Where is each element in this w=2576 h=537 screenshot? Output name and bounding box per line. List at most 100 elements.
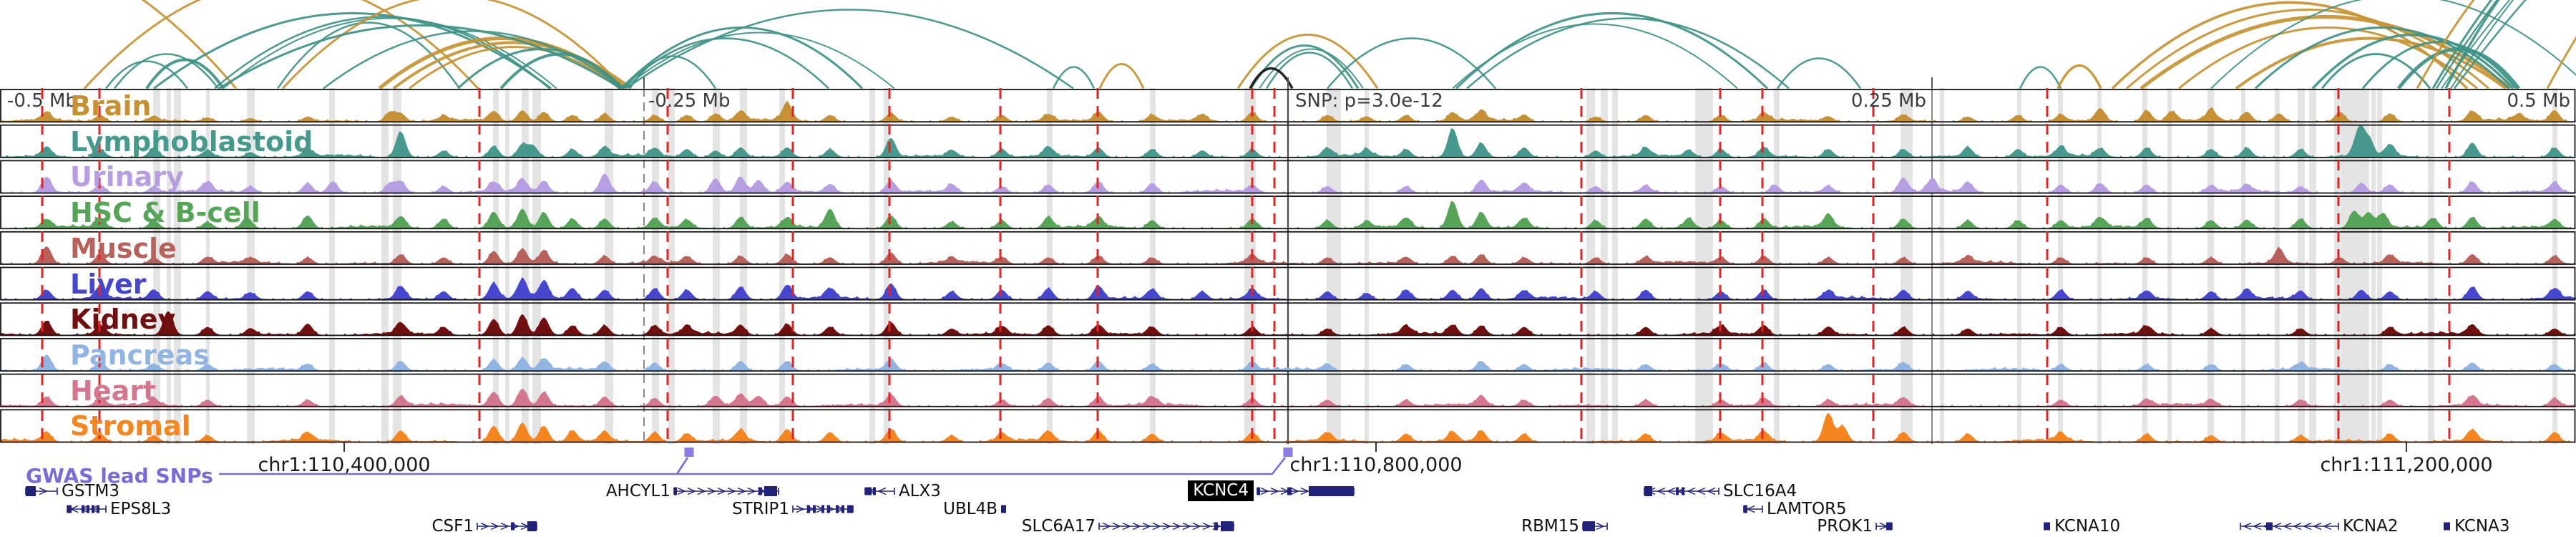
gene-label-LAMTOR5[interactable]: LAMTOR5	[1767, 500, 1847, 518]
track-frame	[0, 160, 2576, 194]
track-frame	[0, 409, 2576, 443]
gene-UBL4B[interactable]	[1001, 505, 1006, 513]
highlight-band	[532, 88, 541, 444]
gene-label-CSF1[interactable]: CSF1	[431, 517, 474, 536]
highlight-band	[713, 88, 720, 444]
track-frame	[0, 195, 2576, 230]
interaction-arc	[2057, 64, 2102, 89]
highlight-band	[2275, 88, 2280, 444]
gwas-track-line	[219, 457, 1287, 475]
gene-label-AHCYL1[interactable]: AHCYL1	[605, 482, 670, 500]
gene-CSF1[interactable]	[477, 521, 537, 531]
lead-snp-stem	[675, 457, 689, 475]
highlight-band	[2241, 88, 2245, 444]
highlight-band	[1601, 88, 1608, 444]
gene-ALX3[interactable]	[864, 487, 895, 495]
interaction-arc	[214, 16, 550, 89]
highlight-band	[2017, 88, 2021, 444]
track-frame	[0, 124, 2576, 158]
gene-label-ALX3[interactable]: ALX3	[899, 482, 941, 500]
signal-kidney	[0, 311, 2576, 336]
highlight-band	[2167, 88, 2172, 444]
highlight-band	[206, 88, 210, 444]
highlight-band	[2552, 88, 2557, 444]
highlight-band	[1901, 88, 1913, 444]
highlight-band	[1365, 88, 1369, 444]
gwas-lead-snps-track-label: GWAS lead SNPs	[26, 464, 213, 488]
gene-KCNC4[interactable]	[1257, 486, 1355, 496]
interaction-arc	[276, 21, 461, 89]
highlight-band	[2298, 88, 2305, 444]
lead-snp-marker[interactable]	[1283, 448, 1293, 457]
gene-KCNA10[interactable]	[2044, 522, 2050, 531]
gene-PROK1[interactable]	[1875, 522, 1893, 531]
gene-label-KCNA2[interactable]: KCNA2	[2343, 517, 2399, 536]
chromatin-interaction-arcs	[83, 0, 2576, 89]
gene-KCNA2[interactable]	[2240, 522, 2339, 531]
ruler-label-plus-quarter: 0.25 Mb	[1850, 90, 1926, 112]
interaction-arc	[153, 12, 552, 89]
interaction-arc	[2019, 66, 2062, 89]
gene-STRIP1[interactable]	[792, 505, 854, 513]
highlight-band	[505, 88, 509, 444]
lead-snp-marker[interactable]	[684, 448, 694, 457]
interaction-arc	[105, 60, 188, 89]
gene-KCNA3[interactable]	[2444, 522, 2450, 531]
gene-label-RBM15[interactable]: RBM15	[1521, 517, 1579, 536]
gene-LAMTOR5[interactable]	[1743, 505, 1763, 513]
highlight-band	[884, 88, 889, 444]
track-frame	[0, 231, 2576, 265]
track-frame	[0, 337, 2576, 372]
interaction-arc	[1259, 48, 1364, 89]
highlight-band	[393, 88, 401, 444]
highlight-band	[1047, 88, 1053, 444]
highlight-band	[493, 88, 499, 444]
highlight-band	[779, 88, 785, 444]
ruler-label-right: 0.5 Mb	[2507, 90, 2570, 112]
interaction-arc	[218, 24, 622, 89]
highlight-band	[167, 88, 171, 444]
gene-AHCYL1[interactable]	[673, 486, 779, 496]
gene-label-GSTM3[interactable]: GSTM3	[62, 482, 119, 500]
interaction-arc	[83, 0, 479, 89]
gene-label-KCNA10[interactable]: KCNA10	[2054, 517, 2121, 536]
coordinate-label: chr1:110,800,000	[1289, 454, 1463, 476]
highlight-band	[1586, 88, 1595, 444]
interaction-arc	[2311, 33, 2514, 89]
interaction-arc	[1098, 63, 1145, 89]
gene-label-EPS8L3[interactable]: EPS8L3	[110, 500, 172, 518]
highlight-band	[1940, 88, 1944, 444]
gene-SLC16A4[interactable]	[1644, 486, 1719, 496]
interaction-arc	[1052, 66, 1096, 89]
interaction-arc	[623, 32, 895, 89]
gene-label-PROK1[interactable]: PROK1	[1817, 517, 1873, 536]
highlight-band	[1327, 88, 1341, 444]
highlight-band	[381, 88, 389, 444]
gene-label-SLC6A17[interactable]: SLC6A17	[1021, 517, 1096, 536]
track-frame	[0, 89, 2576, 123]
interaction-arc	[114, 53, 219, 89]
gene-label-KCNA3[interactable]: KCNA3	[2454, 517, 2510, 536]
interaction-arc	[281, 0, 625, 89]
gene-label-SLC16A4[interactable]: SLC16A4	[1723, 482, 1797, 500]
highlight-band	[2371, 88, 2376, 444]
gene-SLC6A17[interactable]	[1098, 521, 1234, 531]
gene-RBM15[interactable]	[1582, 521, 1608, 531]
highlight-band	[1612, 88, 1618, 444]
coordinate-label: chr1:110,400,000	[258, 454, 431, 476]
highlight-band	[1774, 88, 1780, 444]
highlight-band	[153, 88, 160, 444]
interaction-arc	[1236, 34, 1379, 89]
gene-EPS8L3[interactable]	[67, 505, 107, 513]
gene-GSTM3[interactable]	[25, 486, 58, 496]
highlight-band	[1695, 88, 1713, 444]
track-frame	[0, 373, 2576, 407]
gene-label-UBL4B[interactable]: UBL4B	[943, 500, 997, 518]
gene-label-STRIP1[interactable]: STRIP1	[732, 500, 789, 518]
interaction-arc	[1466, 17, 1790, 89]
interaction-arc	[145, 58, 225, 89]
gene-label-KCNC4[interactable]: KCNC4	[1188, 480, 1254, 501]
highlight-band	[2142, 88, 2147, 444]
